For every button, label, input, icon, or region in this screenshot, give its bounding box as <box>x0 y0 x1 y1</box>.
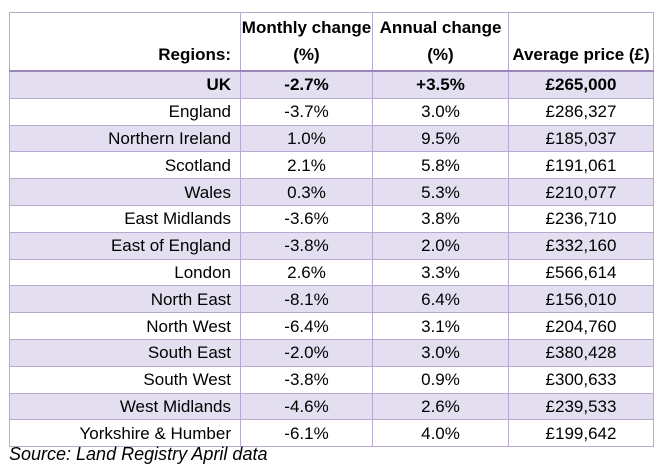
table-row: Scotland 2.1% 5.8% £191,061 <box>9 151 654 180</box>
average-price-cell: £300,633 <box>508 365 654 394</box>
monthly-change-cell: -3.7% <box>240 97 373 126</box>
region-cell: London <box>9 258 241 287</box>
monthly-change-cell: 2.1% <box>240 151 373 180</box>
average-price-cell: £566,614 <box>508 258 654 287</box>
average-price-cell: £265,000 <box>508 70 654 99</box>
table-row: England -3.7% 3.0% £286,327 <box>9 97 654 126</box>
header-monthly-change: Monthly change (%) <box>240 12 373 72</box>
region-cell: East Midlands <box>9 204 241 233</box>
region-cell: Yorkshire & Humber <box>9 419 241 448</box>
average-price-cell: £210,077 <box>508 178 654 206</box>
annual-change-cell: 0.9% <box>372 365 509 394</box>
annual-change-cell: 3.3% <box>372 258 509 287</box>
region-cell: South East <box>9 338 241 367</box>
region-cell: England <box>9 97 241 126</box>
monthly-change-cell: -3.6% <box>240 204 373 233</box>
region-cell: Northern Ireland <box>9 124 241 153</box>
average-price-cell: £191,061 <box>508 151 654 180</box>
average-price-cell: £199,642 <box>508 419 654 448</box>
annual-change-cell: 3.8% <box>372 204 509 233</box>
annual-change-cell: 6.4% <box>372 285 509 314</box>
annual-change-cell: 3.1% <box>372 312 509 340</box>
annual-change-cell: 9.5% <box>372 124 509 153</box>
monthly-change-cell: -3.8% <box>240 365 373 394</box>
table-row: East Midlands -3.6% 3.8% £236,710 <box>9 204 654 233</box>
average-price-cell: £185,037 <box>508 124 654 153</box>
monthly-change-cell: -2.0% <box>240 338 373 367</box>
region-cell: North East <box>9 285 241 314</box>
table-row: Wales 0.3% 5.3% £210,077 <box>9 178 654 206</box>
table-row: South West -3.8% 0.9% £300,633 <box>9 365 654 394</box>
monthly-change-cell: -4.6% <box>240 392 373 421</box>
annual-change-cell: 3.0% <box>372 97 509 126</box>
table-row: London 2.6% 3.3% £566,614 <box>9 258 654 287</box>
average-price-cell: £204,760 <box>508 312 654 340</box>
table-row: North West -6.4% 3.1% £204,760 <box>9 312 654 340</box>
annual-change-cell: +3.5% <box>372 70 509 99</box>
average-price-cell: £156,010 <box>508 285 654 314</box>
table-header-row: Regions: Monthly change (%) Annual chang… <box>9 12 654 72</box>
region-cell: Wales <box>9 178 241 206</box>
table-row-uk: UK -2.7% +3.5% £265,000 <box>9 70 654 99</box>
table-row: Yorkshire & Humber -6.1% 4.0% £199,642 <box>9 419 654 448</box>
monthly-change-cell: 1.0% <box>240 124 373 153</box>
table-body: UK -2.7% +3.5% £265,000 England -3.7% 3.0% £286… <box>9 70 654 448</box>
table-row: West Midlands -4.6% 2.6% £239,533 <box>9 392 654 421</box>
average-price-cell: £380,428 <box>508 338 654 367</box>
monthly-change-cell: -6.4% <box>240 312 373 340</box>
monthly-change-cell: -8.1% <box>240 285 373 314</box>
monthly-change-cell: -6.1% <box>240 419 373 448</box>
average-price-cell: £286,327 <box>508 97 654 126</box>
monthly-change-cell: -2.7% <box>240 70 373 99</box>
region-cell: Scotland <box>9 151 241 180</box>
annual-change-cell: 2.0% <box>372 231 509 260</box>
table-row: Northern Ireland 1.0% 9.5% £185,037 <box>9 124 654 153</box>
table-row: North East -8.1% 6.4% £156,010 <box>9 285 654 314</box>
annual-change-cell: 2.6% <box>372 392 509 421</box>
table-row: South East -2.0% 3.0% £380,428 <box>9 338 654 367</box>
region-cell: UK <box>9 70 241 99</box>
region-cell: West Midlands <box>9 392 241 421</box>
regional-house-price-table: Regions: Monthly change (%) Annual chang… <box>9 12 654 448</box>
monthly-change-cell: -3.8% <box>240 231 373 260</box>
average-price-cell: £332,160 <box>508 231 654 260</box>
header-average-price: Average price (£) <box>508 12 654 72</box>
region-cell: East of England <box>9 231 241 260</box>
average-price-cell: £239,533 <box>508 392 654 421</box>
table-row: East of England -3.8% 2.0% £332,160 <box>9 231 654 260</box>
header-annual-change: Annual change (%) <box>372 12 509 72</box>
source-note: Source: Land Registry April data <box>9 444 268 464</box>
region-cell: North West <box>9 312 241 340</box>
monthly-change-cell: 2.6% <box>240 258 373 287</box>
annual-change-cell: 4.0% <box>372 419 509 448</box>
region-cell: South West <box>9 365 241 394</box>
annual-change-cell: 5.8% <box>372 151 509 180</box>
annual-change-cell: 3.0% <box>372 338 509 367</box>
annual-change-cell: 5.3% <box>372 178 509 206</box>
average-price-cell: £236,710 <box>508 204 654 233</box>
header-regions: Regions: <box>9 12 241 72</box>
monthly-change-cell: 0.3% <box>240 178 373 206</box>
